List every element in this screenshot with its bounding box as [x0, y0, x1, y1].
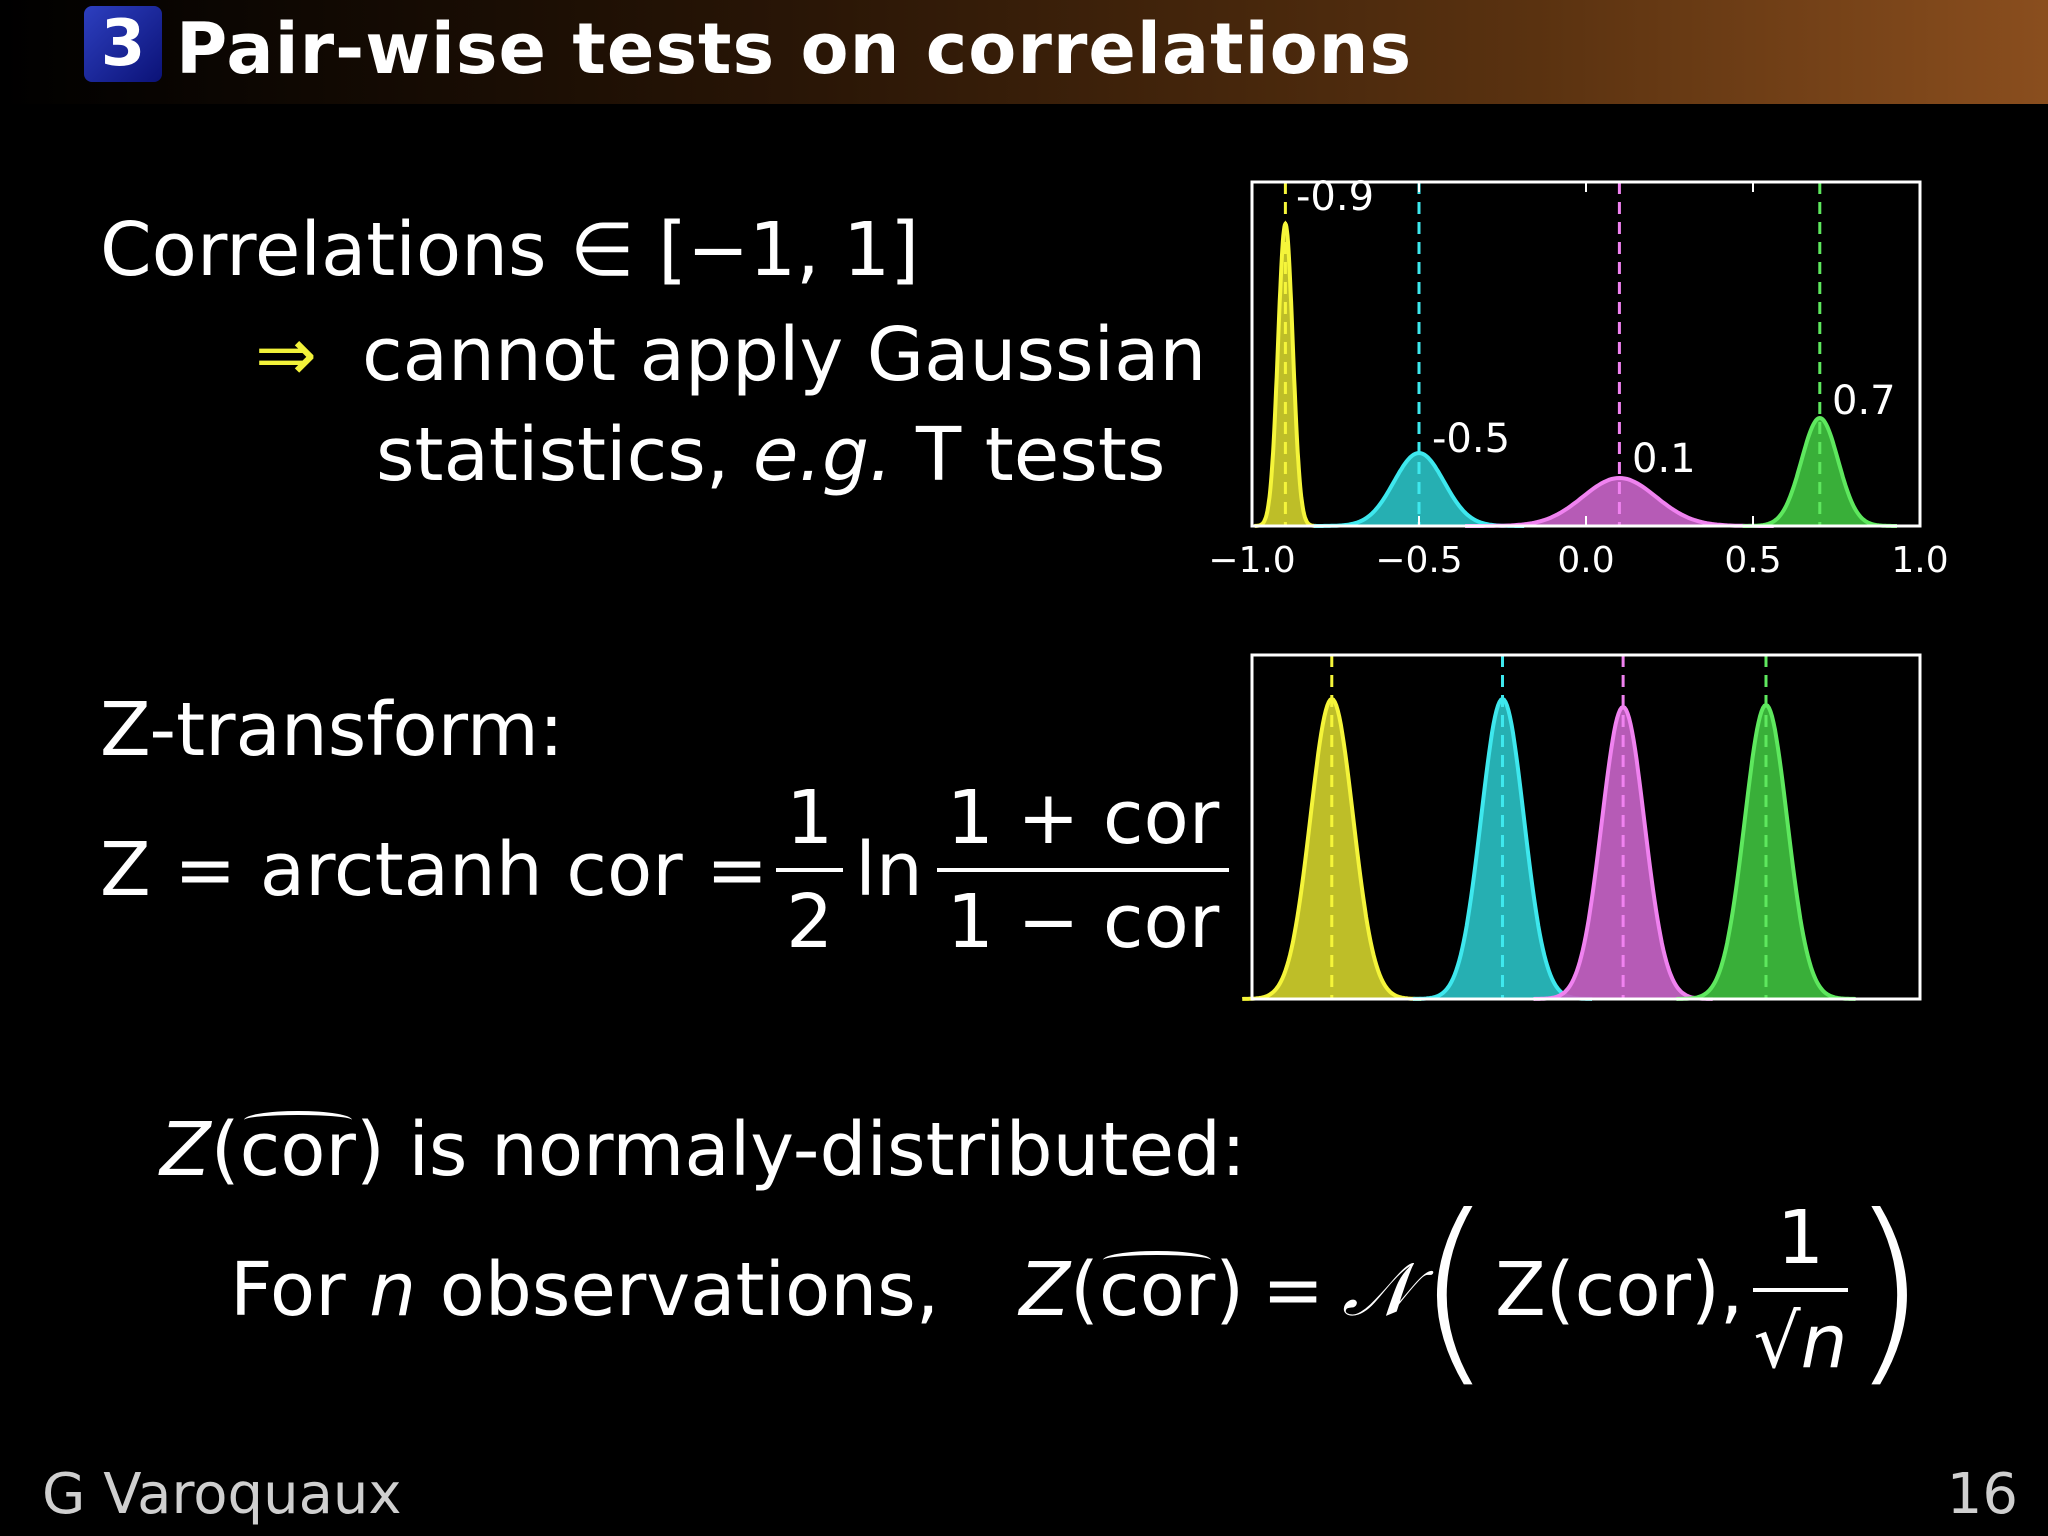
half-numerator: 1 — [776, 768, 844, 872]
x-tick-label-2: 0.0 — [1557, 540, 1614, 581]
t-tests-text: T tests — [916, 412, 1166, 498]
inv-sqrt-fraction: 1 √n — [1753, 1188, 1848, 1392]
normal-n-symbol: 𝒩 — [1342, 1247, 1414, 1333]
density-curve-3 — [1742, 415, 1897, 528]
section-number-badge: 3 — [84, 6, 162, 82]
normal-distribution-line: Z(cor) is normaly-distributed: — [160, 1107, 1246, 1193]
cor-hat-2: cor — [1098, 1247, 1216, 1333]
z-transform-formula: Z = arctanh cor = 1 2 ln 1 + cor 1 − cor — [100, 775, 1230, 965]
series-label-2: 0.1 — [1632, 436, 1696, 482]
normaly-distributed-text: is normaly-distributed: — [408, 1107, 1246, 1193]
correlations-range-line: Correlations ∈ [−1, 1] — [100, 207, 920, 293]
half-fraction: 1 2 — [776, 768, 844, 972]
footer-page-number: 16 — [1946, 1462, 2018, 1527]
for-word: For — [230, 1247, 346, 1333]
eg-abbrev: e.g. — [752, 412, 893, 498]
cannot-apply-line: cannot apply Gaussian — [362, 312, 1207, 398]
series-label-3: 0.7 — [1832, 378, 1896, 424]
density-fill-0 — [1254, 224, 1317, 526]
z-transform-label: Z-transform: — [100, 687, 564, 773]
statistics-word: statistics, — [376, 412, 730, 498]
sqrt-n-denominator: √n — [1753, 1299, 1848, 1385]
footer-author: G Varoquaux — [42, 1462, 402, 1527]
formula-lhs: Z = arctanh cor = — [100, 827, 769, 913]
ln-symbol: ln — [855, 827, 923, 913]
inv-sqrt-numerator: 1 — [1753, 1188, 1848, 1292]
z-transform-density-chart — [1242, 653, 1922, 1001]
series-label-1: -0.5 — [1432, 416, 1510, 462]
observations-word: observations, — [439, 1247, 940, 1333]
slide-header: 3 Pair-wise tests on correlations — [0, 0, 2048, 104]
slide-title: Pair-wise tests on correlations — [176, 8, 1413, 90]
n-observations-line: For n observations, Z(cor) = 𝒩 ( Z(cor),… — [230, 1173, 1928, 1406]
ratio-fraction: 1 + cor 1 − cor — [936, 768, 1230, 972]
density-fill-0 — [1242, 699, 1422, 999]
open-paren: ( — [1415, 1173, 1494, 1406]
equals-sign: = — [1262, 1247, 1325, 1333]
implies-arrow: ⇒ — [255, 312, 318, 398]
x-tick-label-1: −0.5 — [1375, 540, 1462, 581]
close-paren: ) — [1849, 1173, 1928, 1406]
density-fill-3 — [1676, 705, 1856, 999]
x-tick-label-0: −1.0 — [1208, 540, 1295, 581]
statistics-line: statistics, e.g. T tests — [376, 410, 1165, 500]
ratio-denominator: 1 − cor — [946, 879, 1220, 965]
z-symbol: Z — [160, 1107, 211, 1193]
ratio-numerator: 1 + cor — [936, 768, 1230, 872]
density-fill-1 — [1412, 699, 1593, 999]
cor-hat: cor — [239, 1107, 356, 1193]
density-fill-2 — [1533, 707, 1713, 999]
z-symbol-2: Z — [1019, 1247, 1071, 1333]
half-denominator: 2 — [786, 879, 834, 965]
zcor-inner: Z(cor), — [1495, 1247, 1744, 1333]
n-var: n — [369, 1247, 417, 1333]
plot-frame — [1250, 653, 1922, 1001]
correlation-density-chart: -0.9-0.5 0.10.7−1.0 −0.5 0.0 0.5 1.0 — [1208, 174, 1948, 581]
x-tick-label-3: 0.5 — [1724, 540, 1781, 581]
x-tick-label-4: 1.0 — [1891, 540, 1948, 581]
